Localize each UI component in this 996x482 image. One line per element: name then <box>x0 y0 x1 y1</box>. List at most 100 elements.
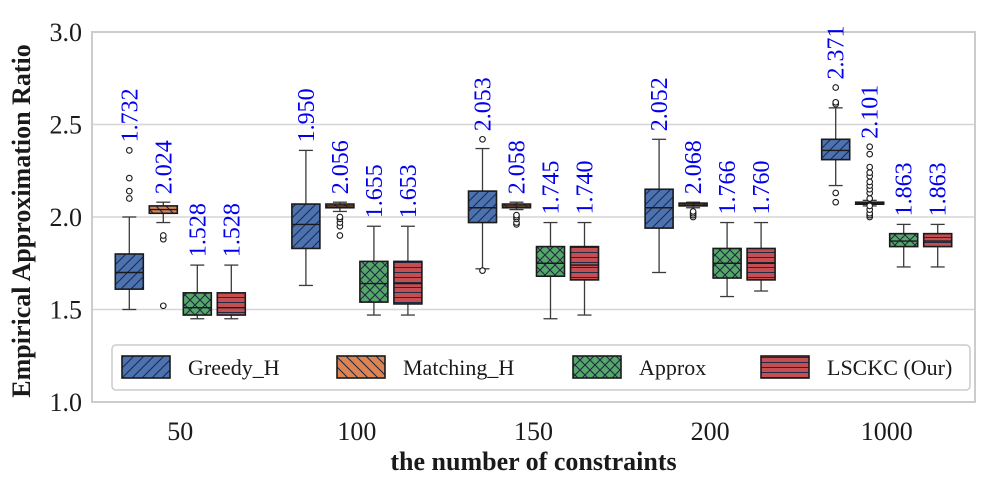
data-label: 1.732 <box>117 88 143 142</box>
outlier-point <box>479 135 486 143</box>
legend: Greedy_H Matching_H Approx LSCKC (Our) <box>111 344 971 391</box>
outlier-point <box>866 169 874 176</box>
y-axis-ticks: 1.0 1.5 2.0 2.5 3.0 <box>50 18 83 417</box>
box-lsckc-our- <box>746 221 776 292</box>
outlier-point <box>513 211 520 219</box>
data-label: 1.528 <box>219 203 245 257</box>
legend-label: LSCKC (Our) <box>827 355 952 380</box>
outlier-point <box>832 189 840 197</box>
box-body <box>535 245 566 278</box>
outlier-point <box>336 232 344 239</box>
legend-swatch <box>760 355 810 379</box>
box-greedy-h <box>291 149 321 287</box>
legend-entry: Matching_H <box>336 355 514 380</box>
outlier-point <box>832 198 840 206</box>
data-label: 2.024 <box>151 140 177 194</box>
box-body <box>114 253 145 290</box>
x-tick-label: 1000 <box>861 417 913 446</box>
outlier-point <box>159 232 167 239</box>
box-greedy-h <box>820 84 851 206</box>
legend-entry: Approx <box>572 355 706 380</box>
box-body <box>820 138 851 161</box>
legend-swatch <box>336 355 386 379</box>
box-lsckc-our- <box>922 223 953 268</box>
legend-label: Greedy_H <box>188 355 280 380</box>
data-label: 1.528 <box>185 203 211 257</box>
outlier-point <box>125 195 133 202</box>
data-label: 1.740 <box>573 161 599 215</box>
y-axis-title: Empirical Approximation Ratio <box>7 44 36 397</box>
data-label: 1.760 <box>749 161 775 215</box>
outlier-point <box>125 147 133 154</box>
data-label: 2.052 <box>647 77 673 131</box>
outlier-point <box>866 143 874 151</box>
data-label: 1.863 <box>926 162 952 216</box>
outlier-point <box>866 178 874 186</box>
box-body <box>467 190 498 224</box>
legend-entry: LSCKC (Our) <box>760 355 952 380</box>
box-body <box>393 260 423 305</box>
data-label: 1.766 <box>715 161 741 215</box>
box-matching-h <box>325 201 355 239</box>
outlier-point <box>832 84 840 91</box>
legend-frame <box>111 344 971 391</box>
legend-label: Matching_H <box>403 355 514 380</box>
box-matching-h <box>501 201 532 228</box>
box-matching-h <box>148 201 179 310</box>
y-tick-label: 1.0 <box>50 388 83 417</box>
outlier-point <box>832 98 840 106</box>
data-labels: 1.732 2.024 1.528 1.528 1.950 2.056 1.655 1.653… <box>117 26 951 258</box>
legend-label: Approx <box>639 355 706 380</box>
data-label: 1.950 <box>294 88 320 142</box>
outlier-point <box>159 302 167 310</box>
data-label: 1.655 <box>362 164 388 218</box>
plot-frame <box>91 31 976 403</box>
data-label: 2.056 <box>328 140 354 194</box>
data-label: 1.863 <box>892 162 918 216</box>
box-body <box>359 260 389 303</box>
box-body <box>569 245 600 281</box>
y-tick-label: 1.5 <box>50 296 83 325</box>
box-approx <box>888 223 919 268</box>
outlier-point <box>336 213 344 221</box>
outlier-point <box>866 163 874 171</box>
box-lsckc-our- <box>393 225 423 316</box>
box-body <box>922 232 953 248</box>
outlier-point <box>479 267 486 275</box>
box-lsckc-our- <box>216 264 247 320</box>
outlier-point <box>125 174 133 182</box>
outlier-point <box>689 208 697 215</box>
legend-swatch <box>572 355 622 379</box>
outlier-point <box>125 187 133 195</box>
x-tick-label: 50 <box>167 417 193 446</box>
data-label: 2.371 <box>824 26 850 80</box>
data-label: 1.745 <box>539 161 565 215</box>
x-tick-label: 100 <box>337 417 376 446</box>
data-label: 2.101 <box>858 85 884 139</box>
box-body <box>746 247 776 281</box>
box-matching-h <box>678 201 708 221</box>
box-body <box>182 292 213 316</box>
data-label: 2.068 <box>681 140 707 194</box>
data-label: 1.653 <box>396 164 422 218</box>
data-label: 2.053 <box>471 77 497 131</box>
outlier-point <box>866 195 874 202</box>
box-approx <box>359 225 389 316</box>
box-body <box>291 203 321 250</box>
box-approx <box>182 264 213 320</box>
boxes <box>114 84 953 320</box>
box-matching-h <box>854 143 885 221</box>
y-tick-label: 3.0 <box>50 18 83 47</box>
box-greedy-h <box>114 147 145 311</box>
outlier-point <box>866 202 874 210</box>
y-tick-label: 2.5 <box>50 111 83 140</box>
box-body <box>644 188 674 229</box>
box-approx <box>535 221 566 320</box>
box-greedy-h <box>467 135 498 275</box>
x-axis-title: the number of constraints <box>390 447 676 476</box>
data-label: 2.058 <box>505 140 531 194</box>
x-tick-label: 150 <box>514 417 553 446</box>
legend-swatch <box>121 355 171 379</box>
box-greedy-h <box>644 138 674 274</box>
